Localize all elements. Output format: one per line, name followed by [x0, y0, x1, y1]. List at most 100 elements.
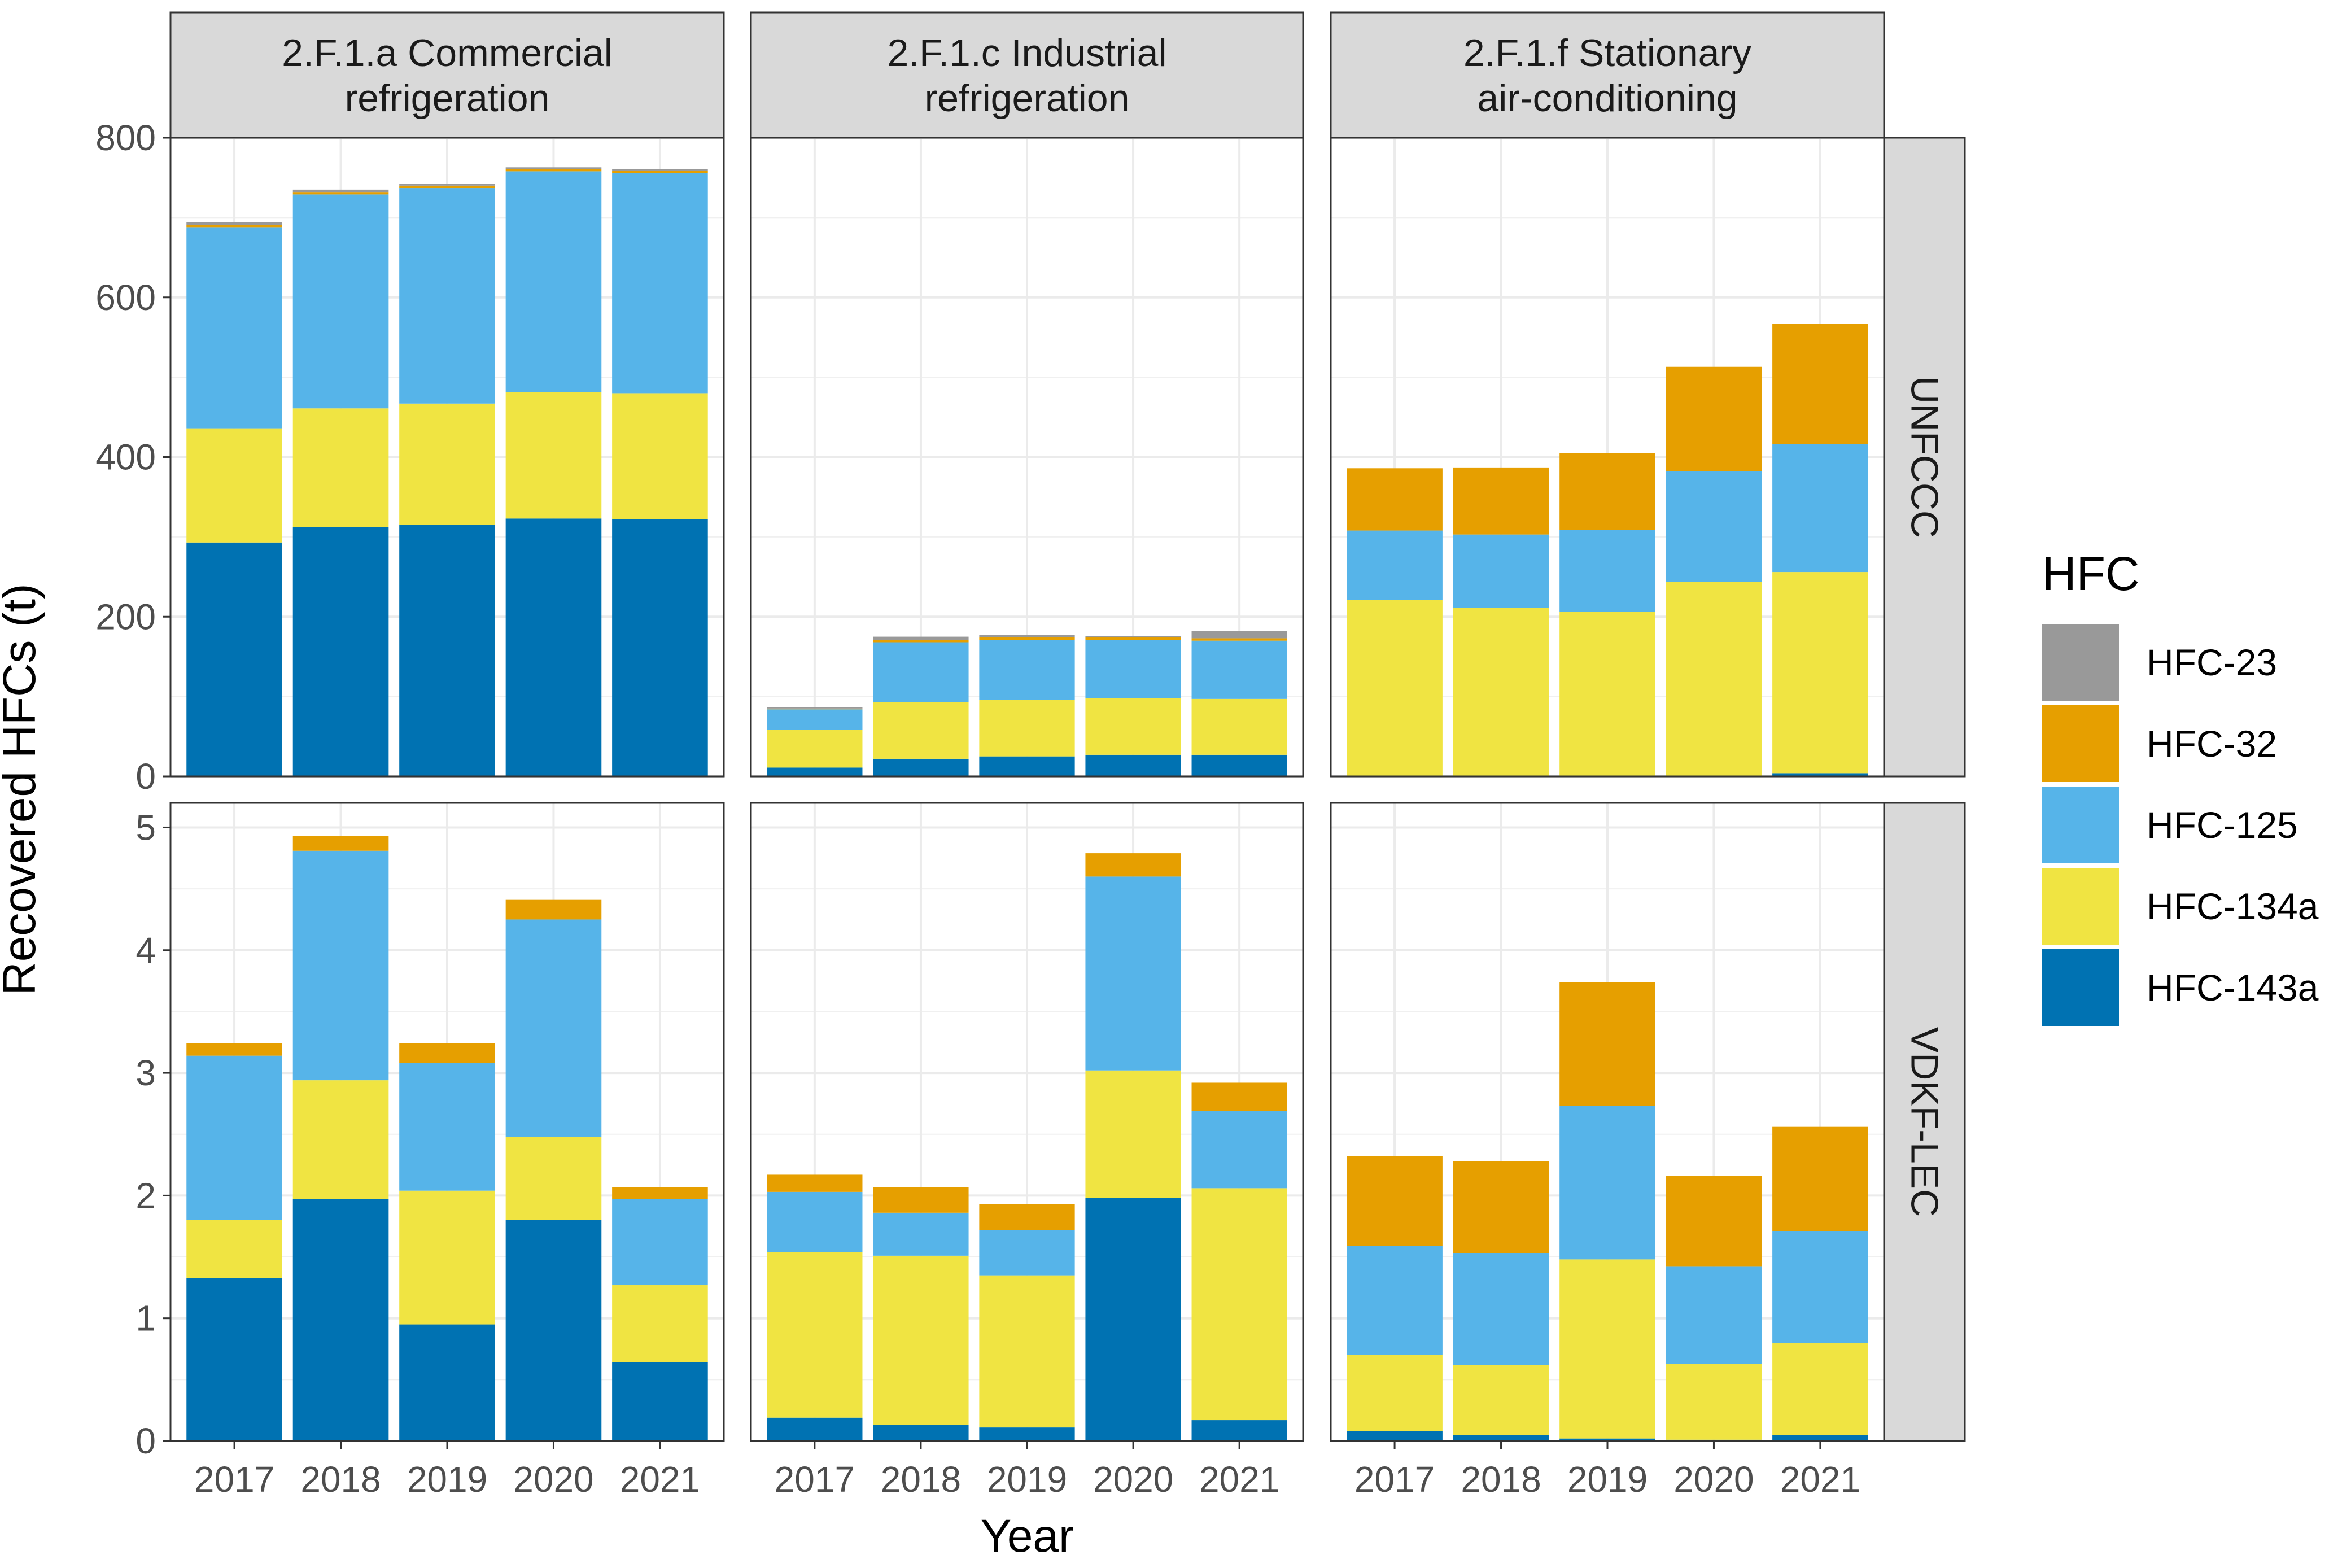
bar-segment-hfc-125	[1772, 444, 1868, 573]
bar-segment-hfc-125	[1347, 1246, 1443, 1355]
bar-segment-hfc-125	[873, 1212, 969, 1256]
bar-segment-hfc-134a	[1559, 612, 1655, 776]
bar-segment-hfc-125	[1666, 471, 1762, 582]
bar-segment-hfc-143a	[1347, 1431, 1443, 1441]
bar-segment-hfc-134a	[1666, 1364, 1762, 1440]
y-tick-label: 800	[95, 117, 156, 158]
bar-segment-hfc-32	[1085, 853, 1181, 877]
y-tick-label: 0	[136, 756, 156, 797]
legend-key-hfc-143a	[2042, 949, 2119, 1026]
bar-segment-hfc-134a	[1559, 1259, 1655, 1439]
bar-segment-hfc-125	[1085, 640, 1181, 698]
panel-border	[1330, 137, 1885, 778]
bar-segment-hfc-143a	[979, 756, 1075, 776]
facet-strip-column-label: 2.F.1.c Industrial	[887, 32, 1166, 75]
bar-segment-hfc-125	[1085, 876, 1181, 1071]
bar-segment-hfc-23	[505, 167, 602, 169]
x-tick-label: 2021	[1199, 1459, 1279, 1500]
bar-segment-hfc-125	[292, 194, 389, 409]
bar-segment-hfc-143a	[1191, 754, 1287, 776]
bar-segment-hfc-143a	[1559, 1438, 1655, 1441]
bar-segment-hfc-32	[1453, 1161, 1549, 1253]
x-tick-label: 2018	[300, 1459, 381, 1500]
bar-segment-hfc-125	[1191, 640, 1287, 699]
bar-segment-hfc-32	[873, 640, 969, 643]
facet-strip-row	[1883, 137, 1966, 778]
bar-segment-hfc-32	[1559, 982, 1655, 1106]
bar-segment-hfc-143a	[505, 518, 602, 776]
x-tick-label: 2021	[1780, 1459, 1860, 1500]
bar-segment-hfc-125	[767, 709, 863, 731]
bar-segment-hfc-143a	[186, 1277, 282, 1441]
bar-segment-hfc-32	[979, 637, 1075, 640]
bar-segment-hfc-32	[1559, 453, 1655, 530]
bar-segment-hfc-134a	[292, 1080, 389, 1199]
bar-segment-hfc-23	[612, 169, 708, 171]
bar-segment-hfc-134a	[292, 408, 389, 527]
legend-label: HFC-143a	[2147, 967, 2319, 1008]
bar-segment-hfc-125	[505, 919, 602, 1137]
bar-segment-hfc-125	[292, 850, 389, 1081]
bar-segment-hfc-134a	[505, 1137, 602, 1220]
bar-segment-hfc-125	[1191, 1111, 1287, 1189]
bar-segment-hfc-134a	[1453, 608, 1549, 776]
bar-segment-hfc-32	[1191, 1082, 1287, 1111]
bar-segment-hfc-32	[1453, 467, 1549, 535]
bar-segment-hfc-143a	[612, 1362, 708, 1441]
bar-segment-hfc-32	[505, 169, 602, 172]
bar-segment-hfc-143a	[1772, 1435, 1868, 1441]
bar-segment-hfc-32	[292, 192, 389, 195]
legend-label: HFC-23	[2147, 641, 2277, 683]
facet-strip-column	[750, 11, 1304, 139]
bar-segment-hfc-125	[1453, 534, 1549, 608]
bar-segment-hfc-125	[1772, 1231, 1868, 1343]
x-tick-label: 2019	[407, 1459, 487, 1500]
bar-segment-hfc-134a	[1347, 600, 1443, 776]
bar-segment-hfc-23	[979, 635, 1075, 638]
bar-segment-hfc-125	[1347, 530, 1443, 600]
legend-label: HFC-134a	[2147, 885, 2319, 927]
y-tick-label: 400	[95, 437, 156, 478]
facet-strip-column-label: refrigeration	[925, 77, 1130, 120]
bar-segment-hfc-32	[292, 836, 389, 851]
bar-segment-hfc-134a	[1191, 698, 1287, 755]
bar-segment-hfc-134a	[1772, 572, 1868, 774]
bar-segment-hfc-134a	[1191, 1188, 1287, 1421]
bar-segment-hfc-125	[186, 227, 282, 429]
x-axis-title: Year	[981, 1510, 1074, 1562]
bar-segment-hfc-134a	[1666, 582, 1762, 776]
bar-segment-hfc-125	[767, 1191, 863, 1252]
bar-segment-hfc-125	[612, 173, 708, 394]
bar-segment-hfc-134a	[767, 1252, 863, 1418]
x-tick-label: 2019	[987, 1459, 1067, 1500]
x-tick-label: 2017	[1354, 1459, 1435, 1500]
bar-segment-hfc-125	[505, 171, 602, 392]
bar-segment-hfc-134a	[612, 1285, 708, 1362]
bar-segment-hfc-23	[292, 189, 389, 193]
bar-segment-hfc-32	[399, 185, 495, 189]
bar-segment-hfc-143a	[612, 519, 708, 776]
bar-segment-hfc-125	[186, 1055, 282, 1220]
x-tick-label: 2017	[775, 1459, 855, 1500]
legend-title: HFC	[2042, 547, 2140, 600]
x-tick-label: 2021	[620, 1459, 700, 1500]
bar-segment-hfc-32	[873, 1187, 969, 1213]
y-tick-label: 5	[136, 807, 156, 848]
bar-segment-hfc-134a	[1085, 1070, 1181, 1198]
bar-segment-hfc-143a	[1085, 1198, 1181, 1441]
bar-segment-hfc-32	[1085, 637, 1181, 640]
bar-segment-hfc-143a	[873, 1425, 969, 1441]
bar-segment-hfc-32	[1772, 1126, 1868, 1231]
y-tick-label: 600	[95, 277, 156, 318]
x-tick-label: 2017	[194, 1459, 274, 1500]
bar-segment-hfc-32	[1191, 638, 1287, 641]
bar-segment-hfc-32	[1347, 468, 1443, 531]
y-tick-label: 2	[136, 1175, 156, 1216]
y-tick-label: 200	[95, 596, 156, 637]
bar-segment-hfc-32	[186, 225, 282, 228]
bar-segment-hfc-134a	[1347, 1355, 1443, 1431]
bar-segment-hfc-125	[1559, 1106, 1655, 1260]
bar-segment-hfc-134a	[505, 392, 602, 519]
